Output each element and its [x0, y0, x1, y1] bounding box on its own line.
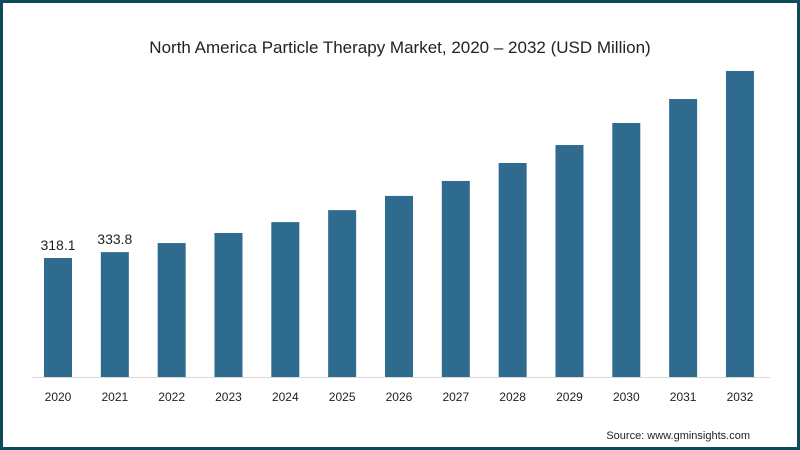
x-tick-label: 2031: [670, 390, 697, 404]
x-tick-label: 2023: [215, 390, 242, 404]
bar-2022: [157, 243, 186, 377]
bar-2024: [271, 222, 300, 377]
x-tick-label: 2027: [442, 390, 469, 404]
x-tick-label: 2029: [556, 390, 583, 404]
bar-2021: [100, 252, 129, 377]
bar-2030: [612, 122, 641, 377]
chart-title: North America Particle Therapy Market, 2…: [149, 38, 650, 57]
source-text: Source: www.gminsights.com: [606, 430, 750, 442]
bar-2031: [669, 99, 698, 378]
x-tick-label: 2022: [158, 390, 185, 404]
x-tick-label: 2030: [613, 390, 640, 404]
data-label: 318.1: [40, 237, 75, 253]
bar-2026: [384, 195, 413, 377]
bar-2020: [44, 257, 72, 377]
bar-2029: [555, 145, 584, 377]
bar-2027: [441, 180, 470, 377]
x-tick-label: 2024: [272, 390, 299, 404]
data-label: 333.8: [97, 231, 132, 247]
x-tick-label: 2025: [329, 390, 356, 404]
x-tick-label: 2028: [499, 390, 526, 404]
bar-2032: [725, 70, 754, 377]
x-tick-label: 2021: [101, 390, 128, 404]
bar-2023: [214, 232, 243, 377]
bar-2025: [328, 210, 357, 377]
x-tick-label: 2032: [727, 390, 754, 404]
x-tick-label: 2020: [45, 390, 72, 404]
x-tick-label: 2026: [386, 390, 413, 404]
bar-2028: [498, 163, 527, 377]
